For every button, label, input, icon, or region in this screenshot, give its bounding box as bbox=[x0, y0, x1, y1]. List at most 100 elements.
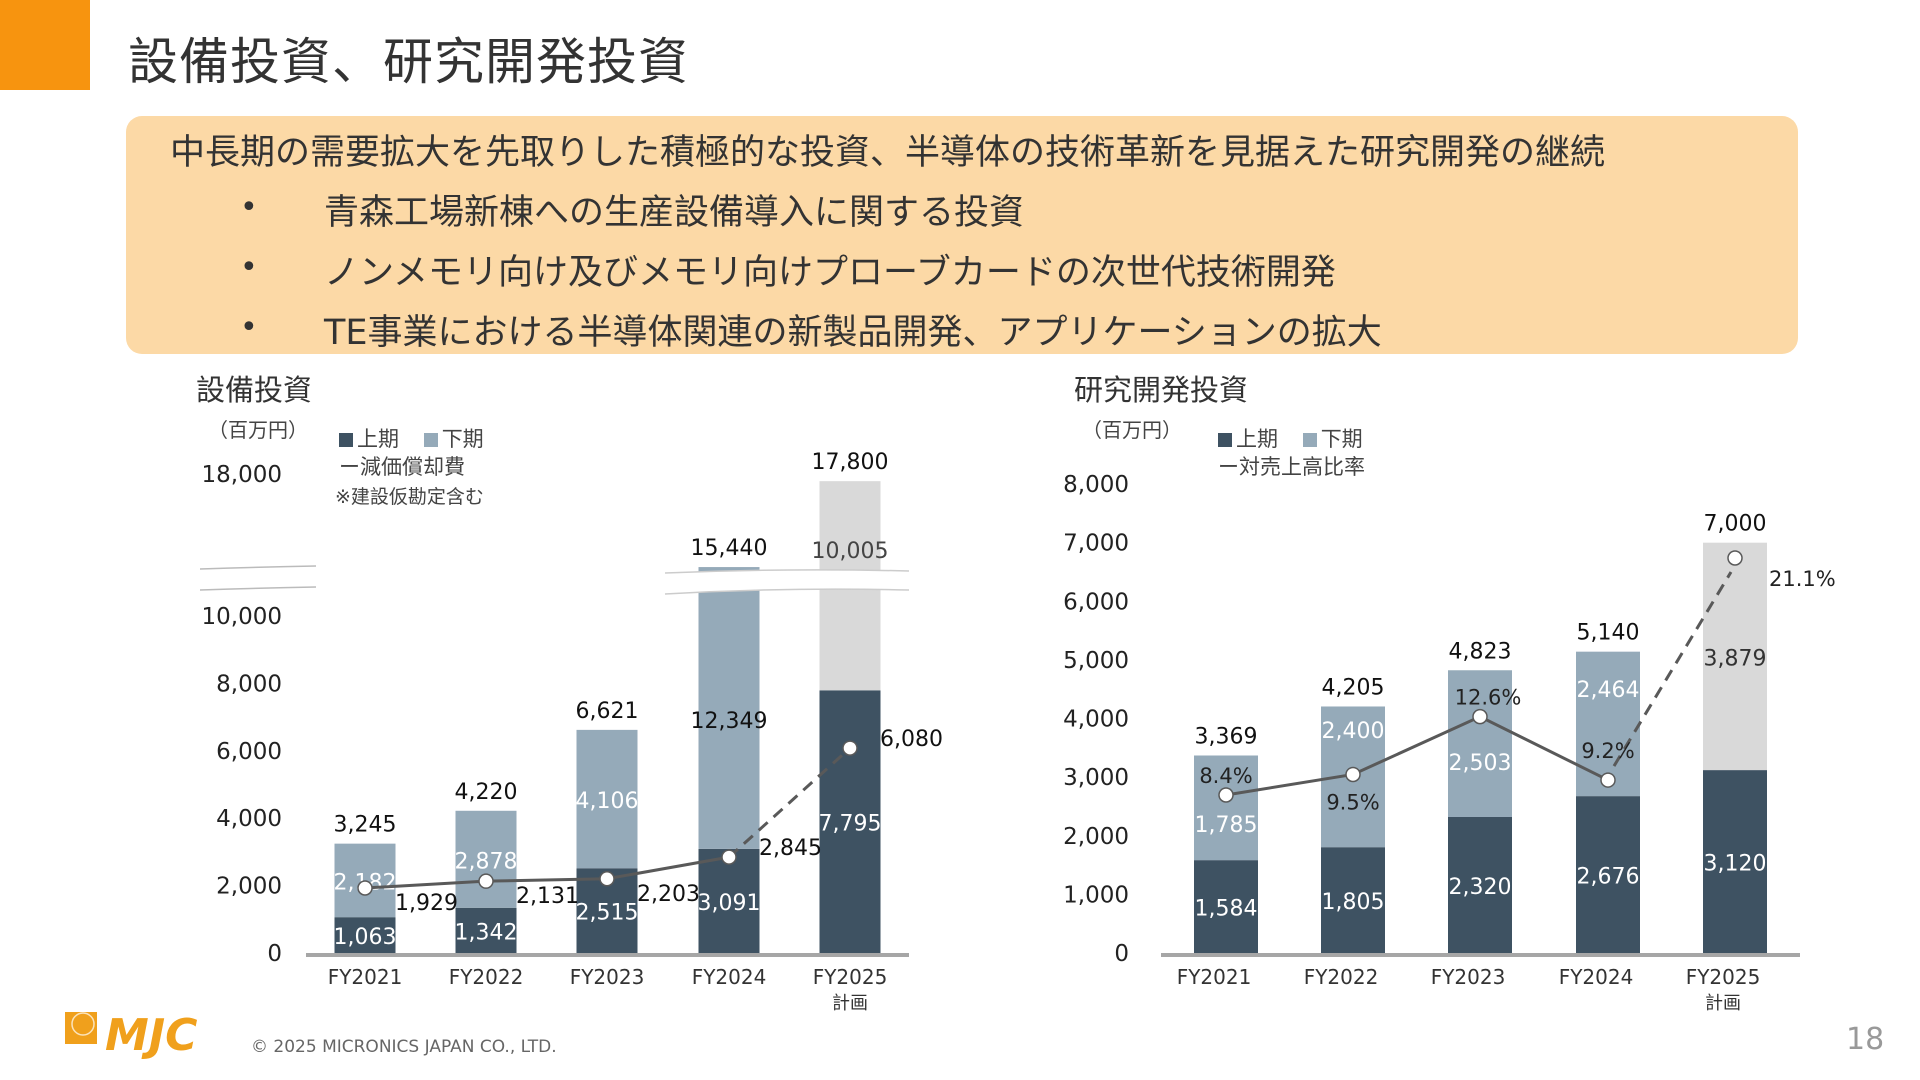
depreciation-point bbox=[599, 871, 615, 887]
copyright-text: © 2025 MICRONICS JAPAN CO., LTD. bbox=[251, 1037, 557, 1057]
y-tick-label: 2,000 bbox=[216, 874, 282, 900]
legend-swatch-second-half bbox=[1302, 433, 1317, 447]
data-label-first-half: 3,091 bbox=[698, 891, 761, 916]
ratio-point bbox=[1727, 550, 1743, 566]
rd-chart: 0 1,000 2,000 3,000 4,000 5,000 6,000 7,000 8,00… bbox=[1063, 472, 1836, 1014]
data-label-first-half: 2,676 bbox=[1577, 865, 1640, 890]
x-tick-label: FY2023 bbox=[570, 965, 645, 989]
x-tick-label: FY2023 bbox=[1431, 965, 1506, 989]
bar-second-half bbox=[1194, 755, 1258, 861]
banner-bullet-1: 青森工場新棟への生産設備導入に関する投資 bbox=[324, 193, 1025, 233]
rd-legend-line: ー対売上高比率 bbox=[1218, 455, 1365, 479]
data-label-second-half: 10,005 bbox=[812, 539, 889, 564]
ratio-point bbox=[1600, 772, 1616, 788]
bar-first-half bbox=[1321, 847, 1385, 953]
x-tick-label: FY2024 bbox=[1559, 965, 1634, 989]
capex-unit-label: （百万円） bbox=[208, 418, 308, 442]
capex-legend: 上期 下期 bbox=[339, 423, 484, 453]
data-label-first-half: 1,805 bbox=[1322, 890, 1385, 915]
bar-first-half bbox=[1703, 770, 1767, 953]
data-label-first-half: 1,584 bbox=[1195, 897, 1258, 922]
bar-first-half bbox=[1576, 796, 1640, 953]
data-label-second-half: 2,400 bbox=[1322, 719, 1385, 744]
depreciation-line bbox=[364, 855, 730, 890]
axis-break-mark bbox=[664, 588, 910, 595]
y-tick-label: 6,000 bbox=[216, 739, 282, 765]
y-tick-label: 4,000 bbox=[216, 806, 282, 832]
y-tick-label: 0 bbox=[267, 941, 282, 967]
x-tick-sublabel: 計画 bbox=[1705, 993, 1741, 1014]
page-number: 18 bbox=[1846, 1022, 1885, 1057]
banner-bullet-3: TE事業における半導体関連の新製品開発、アプリケーションの拡大 bbox=[324, 313, 1382, 353]
depreciation-point bbox=[478, 873, 494, 889]
x-tick-label: FY2022 bbox=[1304, 965, 1379, 989]
data-label-first-half: 3,120 bbox=[1704, 852, 1767, 877]
ratio-label: 12.6% bbox=[1455, 686, 1522, 710]
banner-bullet-2: ノンメモリ向け及びメモリ向けプローブカードの次世代技術開発 bbox=[324, 253, 1336, 293]
capex-legend-line: ー減価償却費 bbox=[339, 455, 465, 479]
data-label-first-half: 2,515 bbox=[576, 901, 639, 926]
bar-second-half bbox=[698, 567, 760, 849]
ratio-label: 9.5% bbox=[1326, 790, 1379, 814]
depreciation-label: 2,203 bbox=[637, 882, 700, 907]
bar-first-half bbox=[819, 690, 881, 953]
page-title: 設備投資、研究開発投資 bbox=[128, 33, 689, 91]
data-label-total: 4,823 bbox=[1449, 639, 1512, 664]
data-label-second-half: 2,503 bbox=[1449, 751, 1512, 776]
data-label-total: 4,220 bbox=[455, 780, 518, 805]
x-tick-label: FY2021 bbox=[328, 965, 403, 989]
data-label-second-half: 2,878 bbox=[455, 849, 518, 874]
ratio-line-plan bbox=[1612, 571, 1733, 767]
y-tick-label: 7,000 bbox=[1063, 531, 1129, 557]
bar-first-half bbox=[698, 848, 760, 953]
ratio-point bbox=[1472, 708, 1488, 725]
ratio-label: 21.1% bbox=[1769, 567, 1836, 591]
y-tick-label: 2,000 bbox=[1063, 824, 1129, 850]
capex-chart: 0 2,000 4,000 6,000 8,000 10,000 18,000 1,063 2,… bbox=[199, 450, 943, 1014]
x-tick-label: FY2022 bbox=[449, 965, 524, 989]
y-tick-label: 0 bbox=[1114, 941, 1129, 967]
ratio-label: 9.2% bbox=[1581, 739, 1634, 763]
axis-break-mark bbox=[199, 586, 317, 591]
bar-second-half bbox=[1703, 542, 1767, 771]
y-tick-label: 8,000 bbox=[1063, 472, 1129, 498]
data-label-total: 15,440 bbox=[691, 536, 768, 561]
axis-break-mark bbox=[199, 565, 317, 570]
banner-headline: 中長期の需要拡大を先取りした積極的な投資、半導体の技術革新を見据えた研究開発の継… bbox=[170, 133, 1606, 173]
data-label-total: 6,621 bbox=[576, 699, 639, 724]
data-label-second-half: 12,349 bbox=[691, 709, 768, 734]
y-tick-label: 10,000 bbox=[202, 604, 282, 630]
data-label-total: 3,369 bbox=[1195, 724, 1258, 749]
legend-second-half: 下期 bbox=[441, 427, 484, 451]
logo-text: MJC bbox=[105, 1010, 197, 1061]
bar-second-half bbox=[455, 810, 517, 908]
y-tick-label: 18,000 bbox=[202, 462, 282, 488]
bar-second-half bbox=[1576, 651, 1640, 797]
data-label-second-half: 1,785 bbox=[1195, 813, 1258, 838]
ratio-point bbox=[1218, 787, 1234, 803]
bar-first-half bbox=[1448, 816, 1512, 953]
depreciation-line-plan bbox=[727, 746, 852, 859]
legend-swatch-first-half bbox=[1218, 433, 1232, 447]
data-label-first-half: 2,320 bbox=[1449, 875, 1512, 900]
depreciation-label: 2,845 bbox=[759, 836, 822, 861]
y-tick-label: 8,000 bbox=[216, 671, 282, 697]
bar-first-half bbox=[455, 907, 517, 953]
y-tick-label: 5,000 bbox=[1063, 648, 1129, 674]
bar-first-half bbox=[334, 917, 396, 953]
y-tick-label: 4,000 bbox=[1063, 707, 1129, 733]
legend-swatch-second-half bbox=[423, 433, 438, 447]
data-label-total: 5,140 bbox=[1577, 621, 1640, 646]
depreciation-point bbox=[842, 740, 858, 756]
bar-second-half bbox=[1448, 670, 1512, 817]
rd-chart-title: 研究開発投資 bbox=[1074, 373, 1249, 407]
y-tick-label: 1,000 bbox=[1063, 882, 1129, 908]
x-tick-label: FY2021 bbox=[1177, 965, 1252, 989]
data-label-first-half: 1,342 bbox=[455, 920, 518, 945]
x-tick-label: FY2025 bbox=[813, 965, 888, 989]
data-label-second-half: 4,106 bbox=[576, 789, 639, 814]
axis-break-mark bbox=[664, 569, 910, 574]
data-label-total: 7,000 bbox=[1704, 512, 1767, 537]
depreciation-point bbox=[721, 849, 737, 865]
